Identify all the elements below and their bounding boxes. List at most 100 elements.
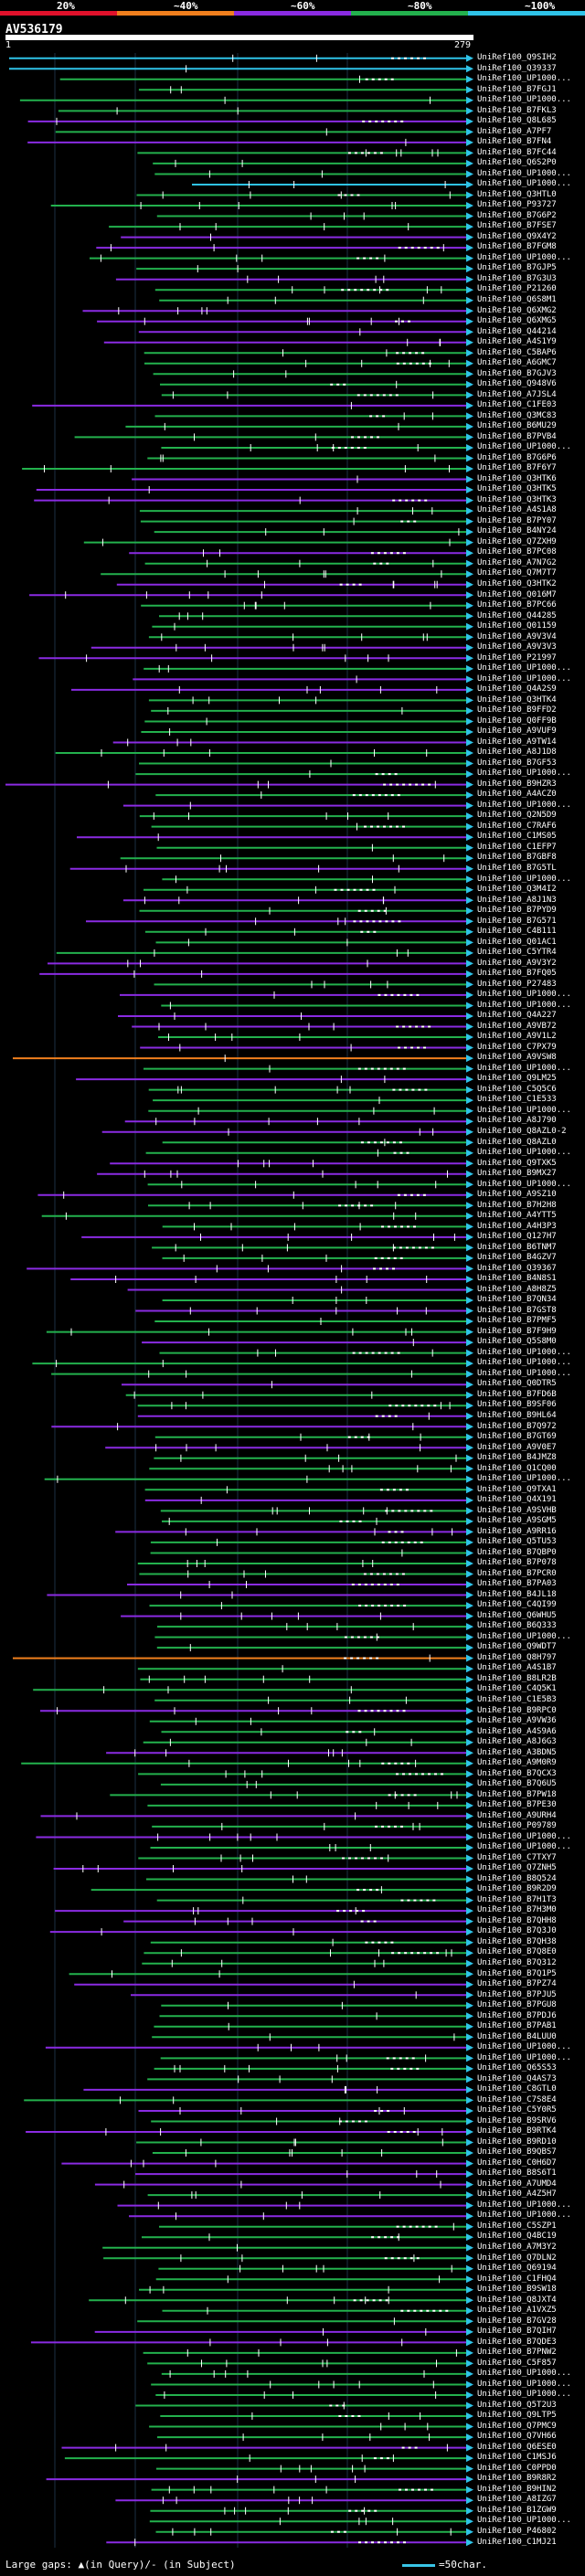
hit-label[interactable]: UniRef100_Q39337: [477, 63, 557, 73]
hit-label[interactable]: UniRef100_B7GST8: [477, 1305, 557, 1315]
hit-label[interactable]: UniRef100_A9V3V3: [477, 642, 557, 652]
hit-label[interactable]: UniRef100_C7S8E4: [477, 2094, 557, 2104]
hit-label[interactable]: UniRef100_B7QCX3: [477, 1768, 557, 1778]
hit-label[interactable]: UniRef100_A9V1L2: [477, 1032, 557, 1042]
hit-label[interactable]: UniRef100_B7PMF5: [477, 1316, 557, 1326]
hit-label[interactable]: UniRef100_Q65S53: [477, 2063, 557, 2073]
hit-label[interactable]: UniRef100_C1MSJ6: [477, 2453, 557, 2463]
hit-label[interactable]: UniRef100_B7H2H8: [477, 1200, 557, 1210]
hit-label[interactable]: UniRef100_P21260: [477, 284, 557, 294]
hit-label[interactable]: UniRef100_Q7M7T7: [477, 568, 557, 578]
hit-label[interactable]: UniRef100_Q5TU53: [477, 1537, 557, 1547]
hit-label[interactable]: UniRef100_B8S6T1: [477, 2168, 557, 2178]
hit-label[interactable]: UniRef100_UP1000...: [477, 1842, 571, 1852]
hit-label[interactable]: UniRef100_C1FHQ4: [477, 2274, 557, 2284]
hit-label[interactable]: UniRef100_UP1000...: [477, 1148, 571, 1157]
hit-label[interactable]: UniRef100_C1EFP7: [477, 842, 557, 852]
hit-label[interactable]: UniRef100_UP1000...: [477, 800, 571, 810]
hit-label[interactable]: UniRef100_A4S9A6: [477, 1726, 557, 1736]
hit-label[interactable]: UniRef100_UP1000...: [477, 1631, 571, 1641]
hit-label[interactable]: UniRef100_B4JMZ8: [477, 1453, 557, 1462]
hit-label[interactable]: UniRef100_B8Q524: [477, 1873, 557, 1883]
hit-label[interactable]: UniRef100_Q9LM25: [477, 1074, 557, 1084]
hit-label[interactable]: UniRef100_A9V3Y2: [477, 958, 557, 968]
hit-label[interactable]: UniRef100_B9SW18: [477, 2284, 557, 2294]
hit-label[interactable]: UniRef100_Q9SIH2: [477, 53, 557, 62]
hit-label[interactable]: UniRef100_UP1000...: [477, 673, 571, 684]
hit-label[interactable]: UniRef100_Q01AC1: [477, 937, 557, 947]
hit-label[interactable]: UniRef100_B7GV28: [477, 2316, 557, 2326]
hit-label[interactable]: UniRef100_A7UMD4: [477, 2178, 557, 2189]
hit-label[interactable]: UniRef100_B7H3M0: [477, 1905, 557, 1915]
hit-label[interactable]: UniRef100_Q3HTK5: [477, 484, 557, 494]
hit-label[interactable]: UniRef100_A8IZG7: [477, 2495, 557, 2505]
hit-label[interactable]: UniRef100_B7FN4: [477, 137, 552, 147]
hit-label[interactable]: UniRef100_A8J790: [477, 1116, 557, 1126]
hit-label[interactable]: UniRef100_B4N8S1: [477, 1274, 557, 1284]
hit-label[interactable]: UniRef100_C8GTL0: [477, 2084, 557, 2094]
hit-label[interactable]: UniRef100_C5BAP6: [477, 347, 557, 357]
hit-label[interactable]: UniRef100_C5F857: [477, 2358, 557, 2368]
hit-label[interactable]: UniRef100_B6Q333: [477, 1621, 557, 1631]
hit-label[interactable]: UniRef100_Q5T2U3: [477, 2400, 557, 2410]
hit-label[interactable]: UniRef100_A7N7G2: [477, 557, 557, 567]
hit-label[interactable]: UniRef100_B7PW18: [477, 1789, 557, 1799]
hit-label[interactable]: UniRef100_B7FGM8: [477, 242, 557, 252]
hit-label[interactable]: UniRef100_A9VSW8: [477, 1053, 557, 1063]
hit-label[interactable]: UniRef100_C5SZP1: [477, 2221, 557, 2231]
hit-label[interactable]: UniRef100_Q7ZXH9: [477, 536, 557, 546]
hit-label[interactable]: UniRef100_UP1000...: [477, 252, 571, 262]
hit-label[interactable]: UniRef100_B7G6P2: [477, 210, 557, 220]
hit-label[interactable]: UniRef100_Q4AS73: [477, 2073, 557, 2083]
hit-label[interactable]: UniRef100_B7PC08: [477, 547, 557, 557]
hit-label[interactable]: UniRef100_B7H1T3: [477, 1894, 557, 1904]
hit-label[interactable]: UniRef100_Q6S8M1: [477, 294, 557, 304]
hit-label[interactable]: UniRef100_B7G5TL: [477, 864, 557, 873]
hit-label[interactable]: UniRef100_Q2N5D9: [477, 811, 557, 821]
hit-label[interactable]: UniRef100_C5Q5C6: [477, 1084, 557, 1094]
hit-label[interactable]: UniRef100_B9R2D9: [477, 1884, 557, 1894]
hit-label[interactable]: UniRef100_B7Q312: [477, 1957, 557, 1967]
hit-label[interactable]: UniRef100_UP1000...: [477, 2052, 571, 2062]
hit-label[interactable]: UniRef100_A9VB72: [477, 1021, 557, 1031]
hit-label[interactable]: UniRef100_C1MS05: [477, 832, 557, 842]
hit-label[interactable]: UniRef100_B7PA03: [477, 1579, 557, 1589]
hit-label[interactable]: UniRef100_B7G3U3: [477, 273, 557, 283]
hit-label[interactable]: UniRef100_C5Y0R5: [477, 2105, 557, 2115]
hit-label[interactable]: UniRef100_A9SGM5: [477, 1516, 557, 1526]
hit-label[interactable]: UniRef100_B9SRV6: [477, 2115, 557, 2125]
hit-label[interactable]: UniRef100_C1E5B3: [477, 1695, 557, 1704]
hit-label[interactable]: UniRef100_A9VUF9: [477, 726, 557, 737]
hit-label[interactable]: UniRef100_A7JSL4: [477, 389, 557, 399]
hit-label[interactable]: UniRef100_UP1000...: [477, 2210, 571, 2221]
hit-label[interactable]: UniRef100_B7QN34: [477, 1295, 557, 1305]
hit-label[interactable]: UniRef100_Q0FF9B: [477, 716, 557, 726]
hit-label[interactable]: UniRef100_C4B111: [477, 927, 557, 937]
hit-label[interactable]: UniRef100_Q6S2P0: [477, 158, 557, 168]
hit-label[interactable]: UniRef100_P09789: [477, 1821, 557, 1831]
hit-label[interactable]: UniRef100_Q3HTL0: [477, 189, 557, 199]
hit-label[interactable]: UniRef100_B4JL18: [477, 1589, 557, 1599]
hit-label[interactable]: UniRef100_B7FKL3: [477, 105, 557, 115]
hit-label[interactable]: UniRef100_C7TXY7: [477, 1852, 557, 1862]
hit-label[interactable]: UniRef100_A9TW14: [477, 737, 557, 747]
hit-label[interactable]: UniRef100_B9SF06: [477, 1400, 557, 1410]
hit-label[interactable]: UniRef100_A7M3Y2: [477, 2242, 557, 2252]
hit-label[interactable]: UniRef100_Q4BC19: [477, 2231, 557, 2242]
hit-label[interactable]: UniRef100_B7GJP5: [477, 263, 557, 273]
hit-label[interactable]: UniRef100_UP1000...: [477, 1179, 571, 1189]
hit-label[interactable]: UniRef100_Q6ESE0: [477, 2442, 557, 2452]
hit-label[interactable]: UniRef100_Q44214: [477, 326, 557, 336]
hit-label[interactable]: UniRef100_B4LUU0: [477, 2031, 557, 2041]
hit-label[interactable]: UniRef100_A4YTT5: [477, 1211, 557, 1221]
hit-label[interactable]: UniRef100_B7FGJ1: [477, 84, 557, 94]
hit-label[interactable]: UniRef100_B9HZR3: [477, 779, 557, 789]
hit-label[interactable]: UniRef100_B7QH38: [477, 1936, 557, 1946]
hit-label[interactable]: UniRef100_Q127H7: [477, 1232, 557, 1242]
hit-label[interactable]: UniRef100_A4H3P3: [477, 1221, 557, 1231]
hit-label[interactable]: UniRef100_UP1000...: [477, 1831, 571, 1841]
hit-label[interactable]: UniRef100_Q3HTK3: [477, 494, 557, 504]
hit-label[interactable]: UniRef100_P27483: [477, 979, 557, 989]
hit-label[interactable]: UniRef100_B7FSE7: [477, 221, 557, 231]
hit-label[interactable]: UniRef100_Q5S8M0: [477, 1337, 557, 1347]
